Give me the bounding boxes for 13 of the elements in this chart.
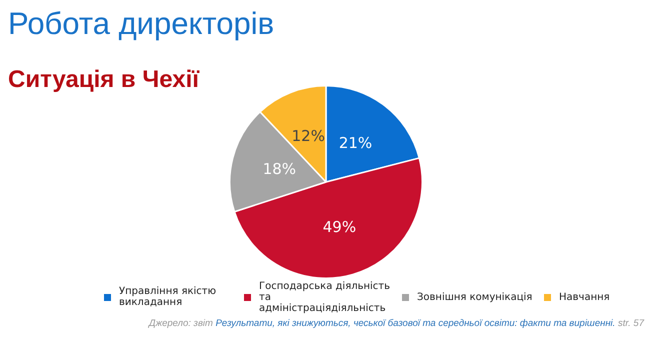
legend-label: Управління якістю викладання <box>119 286 218 308</box>
data-label: 21% <box>338 134 372 152</box>
text: Джерело: звіт <box>148 318 214 329</box>
data-label: 12% <box>292 127 325 146</box>
chart-subtitle: Ситуація в Чехії <box>8 66 199 94</box>
legend-label: Зовнішня комунікація <box>417 292 532 302</box>
legend-label: Навчання <box>559 292 610 302</box>
data-label: 49% <box>322 218 356 236</box>
data-label: 18% <box>262 160 296 178</box>
chart-title: Робота директорів <box>8 6 274 42</box>
text: Результати, які знижуються, чеської базової та середньої освіти: факти та вирішенні. <box>216 318 616 329</box>
text: str. 57 <box>618 318 644 329</box>
legend-label: Господарська діяльність та адміністраціядіяльність <box>259 280 392 314</box>
